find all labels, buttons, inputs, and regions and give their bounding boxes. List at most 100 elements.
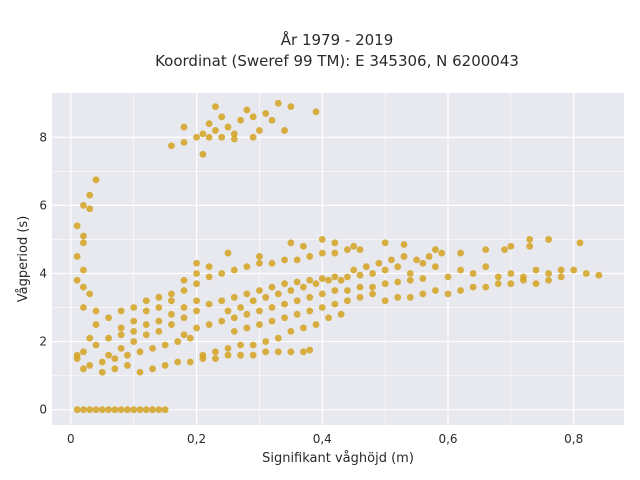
- data-point: [230, 314, 238, 322]
- data-point: [80, 406, 87, 414]
- data-point: [268, 116, 276, 124]
- data-point: [180, 331, 188, 339]
- x-tick-label: 0: [67, 432, 75, 446]
- data-point: [168, 321, 175, 328]
- data-point: [124, 351, 131, 359]
- data-point: [344, 246, 351, 254]
- data-point: [205, 300, 213, 308]
- data-point: [155, 304, 163, 311]
- data-point: [186, 334, 194, 342]
- data-point: [432, 263, 439, 271]
- data-point: [262, 338, 270, 345]
- data-point: [501, 246, 508, 254]
- data-point: [381, 266, 389, 274]
- data-point: [218, 270, 226, 277]
- data-point: [337, 276, 345, 284]
- data-point: [149, 406, 156, 414]
- data-point: [249, 297, 257, 305]
- data-point: [256, 307, 263, 315]
- data-point: [193, 280, 200, 288]
- data-point: [130, 338, 138, 345]
- data-point: [293, 297, 301, 305]
- data-point: [243, 263, 251, 271]
- data-point: [193, 324, 200, 332]
- data-point: [205, 263, 213, 271]
- data-point: [105, 314, 112, 322]
- data-point: [174, 358, 182, 366]
- data-point: [469, 283, 477, 291]
- data-point: [180, 276, 188, 284]
- data-point: [306, 253, 314, 260]
- data-point: [300, 348, 307, 356]
- data-point: [406, 293, 414, 301]
- y-tick-labels: 0 2 4 6 8: [39, 130, 47, 416]
- data-point: [199, 130, 207, 138]
- data-point: [243, 310, 251, 318]
- data-point: [205, 120, 213, 128]
- data-point: [180, 287, 188, 294]
- data-point: [362, 263, 370, 271]
- data-point: [73, 355, 81, 362]
- data-point: [300, 324, 307, 332]
- data-point: [268, 283, 276, 291]
- data-point: [155, 293, 163, 301]
- data-point: [306, 346, 314, 354]
- data-point: [419, 290, 427, 298]
- x-tick-labels: 0 0,2 0,4 0,6 0,8: [67, 432, 583, 446]
- data-point: [105, 351, 112, 359]
- data-point: [230, 327, 238, 335]
- data-point: [268, 304, 276, 311]
- data-point: [237, 351, 244, 359]
- data-point: [80, 239, 87, 247]
- data-point: [482, 283, 490, 291]
- data-point: [526, 242, 534, 250]
- data-point: [249, 351, 257, 359]
- data-point: [224, 307, 232, 315]
- data-point: [300, 283, 307, 291]
- data-point: [243, 324, 251, 332]
- data-point: [262, 110, 270, 117]
- data-point: [406, 270, 414, 277]
- data-point: [180, 314, 188, 322]
- data-point: [444, 290, 452, 298]
- data-point: [582, 270, 590, 277]
- data-point: [230, 135, 238, 143]
- data-point: [130, 304, 138, 311]
- data-point: [155, 327, 163, 335]
- data-point: [186, 358, 194, 366]
- data-point: [73, 276, 81, 284]
- data-point: [293, 256, 301, 264]
- data-point: [281, 280, 288, 288]
- data-point: [419, 259, 427, 267]
- data-point: [381, 280, 389, 288]
- data-point: [274, 99, 282, 107]
- data-point: [174, 338, 182, 345]
- chart-title-line2: Koordinat (Sweref 99 TM): E 345306, N 62…: [155, 52, 519, 70]
- data-point: [532, 266, 540, 274]
- data-point: [155, 406, 163, 414]
- data-point: [111, 365, 119, 373]
- data-point: [73, 222, 81, 230]
- data-point: [356, 246, 364, 254]
- data-point: [249, 341, 257, 349]
- data-point: [331, 273, 339, 281]
- data-point: [494, 273, 502, 281]
- data-point: [457, 287, 464, 294]
- data-point: [180, 123, 188, 131]
- plot-area: [52, 93, 624, 425]
- data-point: [73, 253, 81, 260]
- data-point: [331, 300, 339, 308]
- y-tick-label: 6: [39, 198, 47, 212]
- data-point: [356, 283, 364, 291]
- data-point: [256, 321, 263, 328]
- data-point: [205, 133, 213, 141]
- data-point: [256, 287, 263, 294]
- data-point: [287, 348, 295, 356]
- data-point: [161, 362, 169, 369]
- data-point: [444, 273, 452, 281]
- data-point: [161, 341, 169, 349]
- x-tick-label: 0,2: [187, 432, 206, 446]
- data-point: [394, 293, 402, 301]
- data-point: [318, 304, 326, 311]
- data-point: [274, 348, 282, 356]
